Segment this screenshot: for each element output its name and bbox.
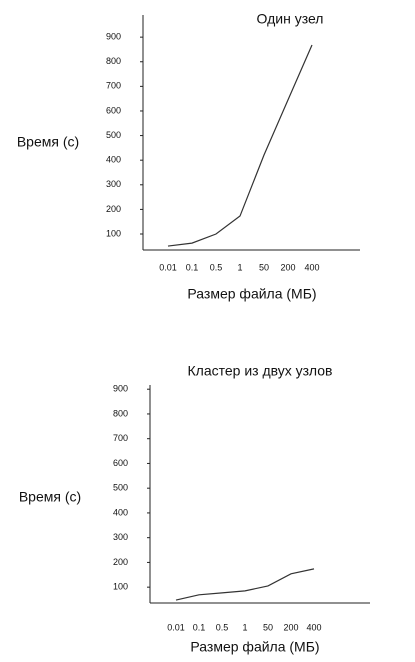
y-tick-label: 400 [113, 507, 128, 517]
x-tick-label: 0.5 [216, 622, 229, 632]
y-tick-label: 900 [106, 32, 121, 42]
x-tick-label: 400 [304, 262, 319, 272]
x-tick-label: 0.5 [210, 262, 223, 272]
x-tick-label: 1 [237, 262, 242, 272]
y-tick-label: 800 [113, 408, 128, 418]
y-tick-label: 800 [106, 56, 121, 66]
y-tick-label: 700 [106, 81, 121, 91]
y-tick-label: 600 [106, 105, 121, 115]
x-tick-label: 0.01 [159, 262, 177, 272]
y-tick-label: 900 [113, 384, 128, 394]
y-tick-label: 300 [106, 179, 121, 189]
x-tick-label: 0.1 [186, 262, 199, 272]
x-tick-label: 200 [283, 622, 298, 632]
x-tick-label: 50 [259, 262, 269, 272]
y-tick-label: 400 [106, 155, 121, 165]
x-tick-label: 50 [263, 622, 273, 632]
x-tick-label: 400 [306, 622, 321, 632]
y-tick-label: 700 [113, 433, 128, 443]
y-tick-label: 500 [113, 483, 128, 493]
y-tick-label: 500 [106, 130, 121, 140]
x-tick-label: 0.1 [193, 622, 206, 632]
x-tick-label: 200 [280, 262, 295, 272]
y-tick-label: 300 [113, 532, 128, 542]
y-tick-label: 200 [113, 557, 128, 567]
y-tick-label: 200 [106, 204, 121, 214]
data-line [175, 568, 315, 601]
x-tick-label: 0.01 [167, 622, 185, 632]
data-line [167, 44, 313, 247]
x-tick-label: 1 [242, 622, 247, 632]
y-axis-label: Время (с) [17, 134, 79, 150]
chart-title: Кластер из двух узлов [188, 363, 333, 379]
y-tick-label: 600 [113, 458, 128, 468]
y-axis-label: Время (с) [19, 489, 81, 505]
x-axis-label: Размер файла (МБ) [190, 639, 319, 655]
y-tick-label: 100 [113, 582, 128, 592]
chart-title: Один узел [257, 11, 324, 27]
x-axis-label: Размер файла (МБ) [187, 286, 316, 302]
y-tick-label: 100 [106, 228, 121, 238]
